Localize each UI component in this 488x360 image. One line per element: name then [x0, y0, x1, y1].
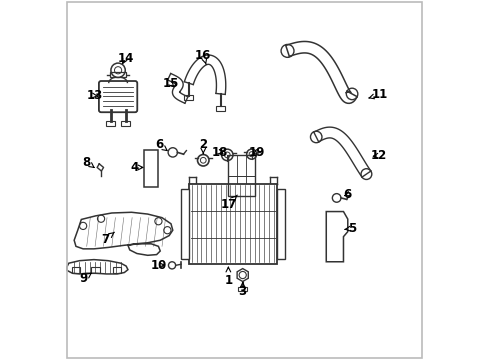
Bar — [228, 155, 255, 196]
Text: 11: 11 — [368, 88, 387, 101]
Text: 16: 16 — [195, 49, 211, 64]
Text: 8: 8 — [82, 156, 94, 168]
Text: 15: 15 — [163, 77, 179, 90]
Text: 17: 17 — [220, 195, 237, 211]
Text: 6: 6 — [155, 138, 167, 151]
Bar — [181, 189, 188, 259]
Bar — [110, 72, 126, 77]
Bar — [276, 189, 284, 259]
Bar — [238, 287, 246, 291]
Text: 6: 6 — [343, 188, 351, 201]
Text: 14: 14 — [117, 51, 133, 64]
Bar — [113, 267, 121, 273]
Bar — [144, 149, 158, 187]
Polygon shape — [325, 212, 347, 262]
Bar — [72, 267, 80, 273]
Text: 3: 3 — [238, 282, 246, 298]
Text: 1: 1 — [224, 267, 232, 287]
Text: 4: 4 — [130, 161, 142, 174]
Bar — [216, 106, 225, 111]
Text: 19: 19 — [248, 145, 264, 158]
Bar — [121, 121, 130, 126]
Text: 13: 13 — [86, 89, 102, 102]
Text: 10: 10 — [151, 259, 167, 272]
Bar — [91, 267, 100, 273]
Text: 7: 7 — [101, 232, 114, 246]
Text: 5: 5 — [344, 222, 355, 235]
Polygon shape — [237, 269, 248, 282]
Bar — [188, 184, 276, 264]
Text: 18: 18 — [211, 145, 227, 158]
Text: 2: 2 — [199, 138, 207, 153]
Text: 12: 12 — [370, 149, 386, 162]
Text: 9: 9 — [80, 272, 91, 285]
Bar — [106, 121, 115, 126]
Bar — [184, 95, 193, 100]
